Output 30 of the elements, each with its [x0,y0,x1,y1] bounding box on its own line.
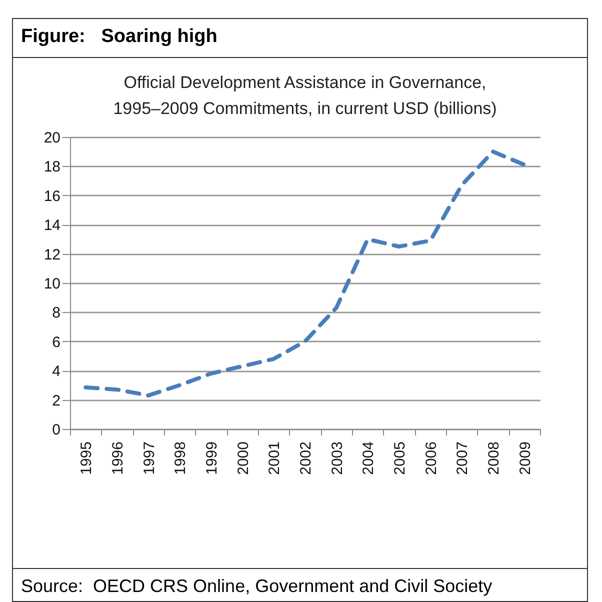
x-tick-label: 1998 [172,442,190,475]
chart-title: Figure: Soaring high [13,19,587,58]
x-tick-label: 2001 [266,442,284,475]
x-tick-label: 2004 [360,442,378,475]
y-tick-label: 20 [44,130,60,146]
y-tick-label: 8 [52,304,60,322]
x-tick-label: 2006 [422,442,440,475]
x-tick-label: 2009 [516,442,534,475]
y-tick-label: 10 [44,276,60,292]
chart-subtitle: Official Development Assistance in Governance, 1995–2009 Commitments, in current USD (billions) [113,73,497,118]
y-tick-label: 14 [44,217,60,234]
x-tick-label: 1996 [110,442,126,475]
y-tick-label: 2 [52,392,60,410]
y-tick-label: 16 [44,188,60,205]
x-tick-label: 1995 [78,442,96,475]
source-note: Source: OECD CRS Online, Government and Civil Society [13,568,587,601]
x-tick-label: 2008 [486,442,502,475]
x-tick-label: 2007 [454,442,472,475]
y-tick-label: 6 [52,334,60,351]
y-tick-label: 4 [52,363,60,380]
x-tick-label: 2000 [234,442,252,475]
y-tick-label: 18 [44,158,60,176]
y-tick-label: 12 [44,246,60,264]
x-tick-label: 1997 [140,442,158,475]
y-tick-label: 0 [52,422,60,438]
x-tick-label: 2002 [298,442,314,475]
x-tick-label: 1999 [204,442,220,475]
x-tick-label: 2003 [328,442,346,475]
line-series [84,150,526,398]
x-tick-label: 2005 [392,442,408,475]
